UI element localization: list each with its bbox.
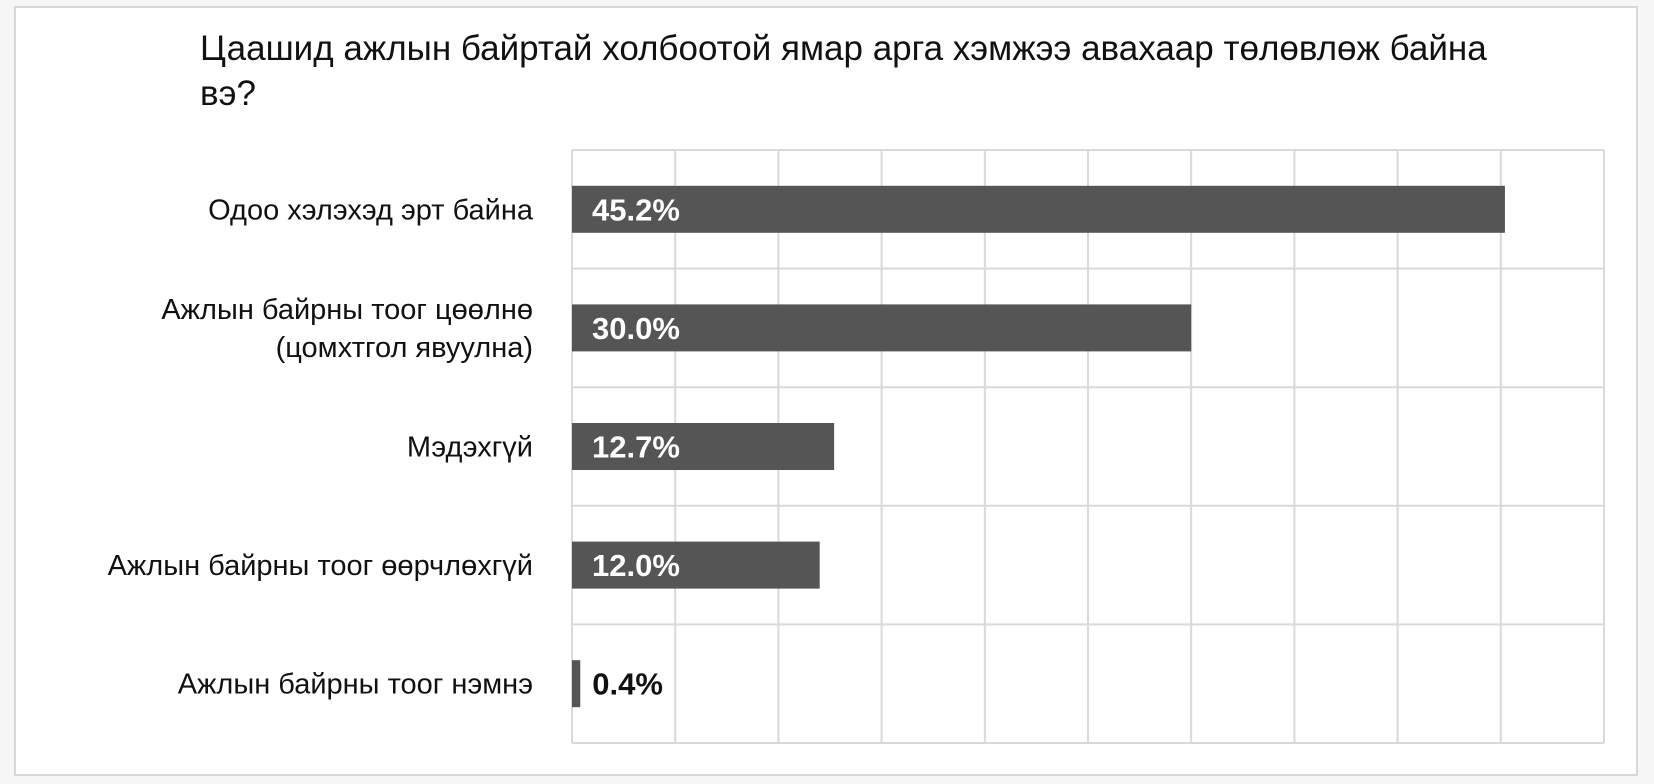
category-label-line: (цомхтгол явуулна) (276, 332, 533, 364)
category-label: Ажлын байрны тоог нэмнэ (178, 669, 533, 701)
category-label: Ажлын байрны тоог өөрчлөхгүй (108, 550, 533, 582)
category-label-line: Ажлын байрны тоог нэмнэ (178, 669, 533, 701)
data-label: 45.2% (592, 192, 680, 227)
category-label: Одоо хэлэхэд эрт байна (208, 194, 534, 226)
category-label-line: Одоо хэлэхэд эрт байна (208, 194, 534, 226)
data-label: 30.0% (592, 311, 680, 346)
bar (572, 304, 1192, 352)
data-label: 0.4% (592, 667, 663, 702)
category-label-line: Ажлын байрны тоог цөөлнө (161, 294, 533, 326)
chart-title: Цаашид ажлын байртай холбоотой ямар арга… (200, 29, 1487, 113)
category-label-line: Мэдэхгүй (407, 432, 533, 464)
category-label: Ажлын байрны тоог цөөлнө (цомхтгол явуулн… (161, 294, 533, 364)
bar (572, 660, 581, 708)
bar (572, 541, 820, 589)
category-label-line: Ажлын байрны тоог өөрчлөхгүй (108, 550, 533, 582)
bar (572, 423, 835, 470)
data-label: 12.0% (592, 548, 680, 583)
chart-frame (14, 6, 1638, 776)
data-label: 12.7% (592, 430, 680, 465)
category-label: Мэдэхгүй (407, 432, 533, 464)
bar (572, 185, 1505, 233)
